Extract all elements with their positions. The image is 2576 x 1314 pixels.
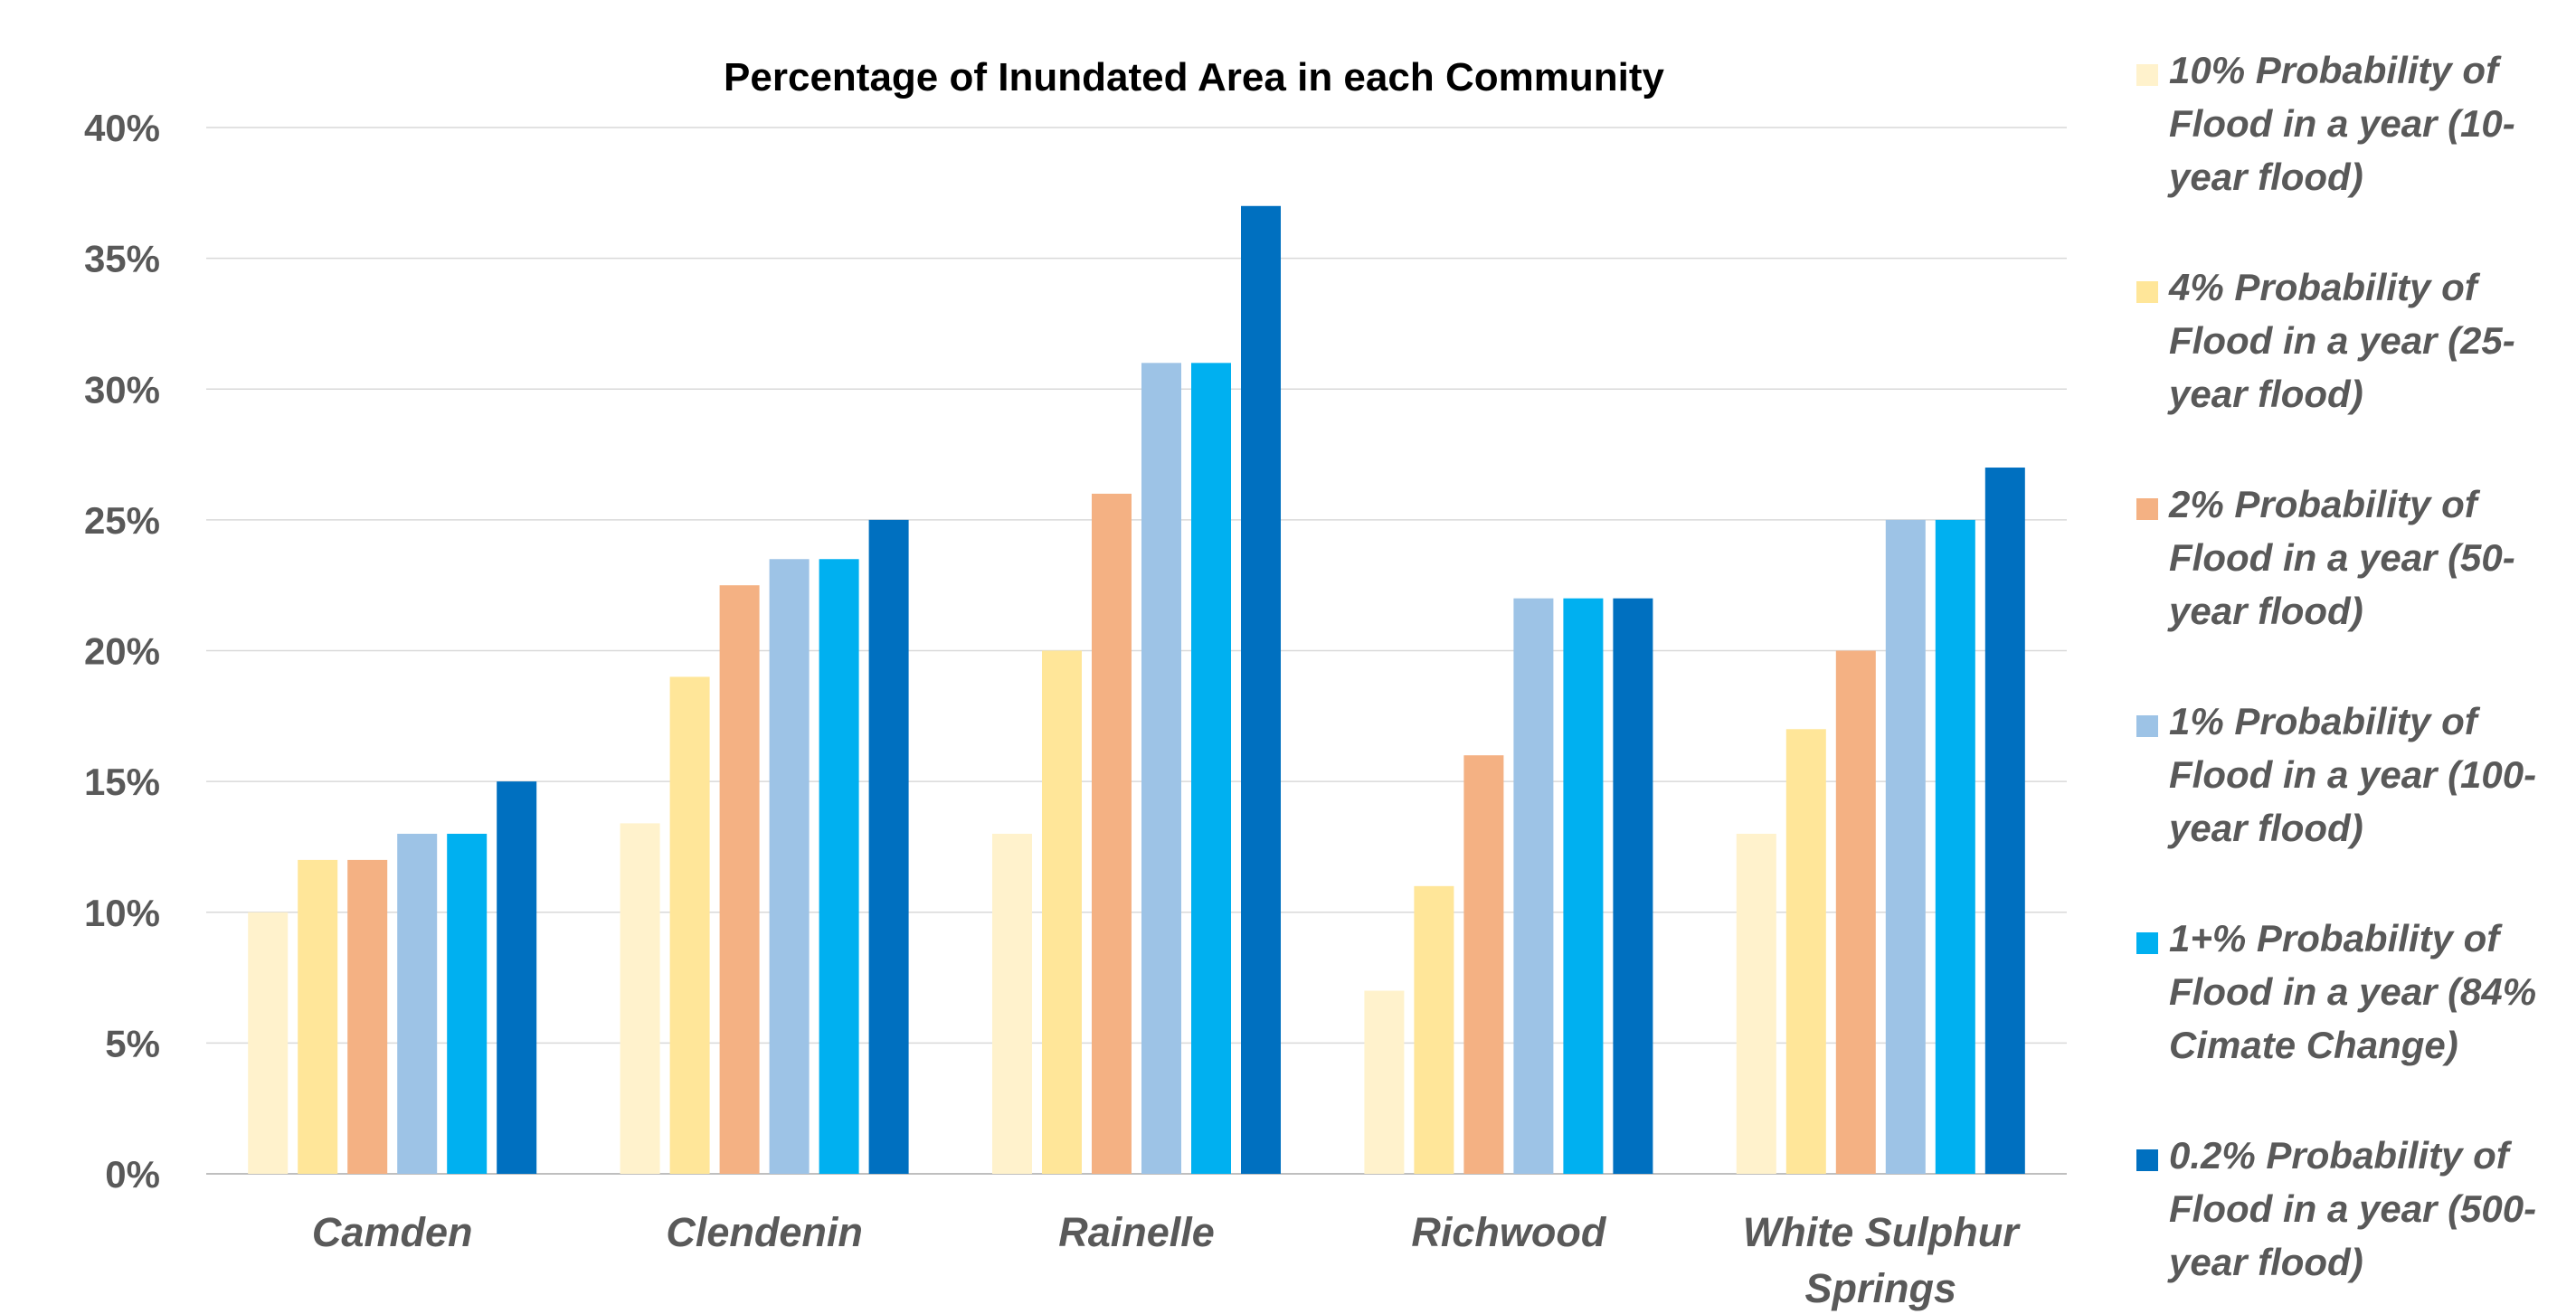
- bar: [298, 859, 338, 1174]
- bar: [719, 585, 760, 1174]
- legend-label: 2% Probability of Flood in a year (50-yea…: [2167, 483, 2515, 632]
- bar: [248, 912, 289, 1174]
- y-tick-label: 20%: [84, 630, 160, 673]
- y-tick-label: 40%: [84, 107, 160, 149]
- bar: [1785, 729, 1826, 1174]
- y-tick-label: 25%: [84, 499, 160, 542]
- legend-label: 4% Probability of Flood in a year (25-yea…: [2167, 266, 2515, 415]
- legend-swatch: [2136, 1149, 2158, 1171]
- legend-swatch: [2136, 715, 2158, 737]
- bar: [1835, 650, 1876, 1174]
- bar: [497, 781, 537, 1174]
- chart-title: Percentage of Inundated Area in each Com…: [724, 55, 1664, 99]
- x-tick-label: Rainelle: [1058, 1209, 1215, 1255]
- bar: [1241, 205, 1281, 1174]
- bar: [1042, 650, 1082, 1174]
- x-tick-label: Richwood: [1411, 1209, 1606, 1255]
- bar: [1141, 363, 1181, 1174]
- bar: [992, 833, 1032, 1174]
- x-tick-label: Camden: [312, 1209, 473, 1255]
- x-tick-label: Clendenin: [666, 1209, 863, 1255]
- legend-swatch: [2136, 281, 2158, 303]
- bar: [1885, 519, 1926, 1174]
- bar: [1092, 493, 1132, 1174]
- bar: [1984, 468, 2025, 1174]
- legend-label: 1+% Probability of Flood in a year (84% Ci…: [2169, 917, 2536, 1066]
- bar: [1563, 598, 1604, 1174]
- bar: [669, 676, 710, 1174]
- bar: [769, 559, 810, 1174]
- y-tick-label: 35%: [84, 238, 160, 280]
- bar: [1463, 755, 1504, 1174]
- bar: [868, 519, 909, 1174]
- y-tick-label: 15%: [84, 761, 160, 803]
- y-tick-label: 30%: [84, 368, 160, 411]
- y-tick-label: 5%: [105, 1022, 160, 1064]
- y-tick-label: 10%: [84, 892, 160, 934]
- legend-label: 0.2% Probability of Flood in a year (500-…: [2167, 1134, 2536, 1283]
- bar: [447, 833, 488, 1174]
- bar: [1935, 519, 1975, 1174]
- bar: [397, 833, 438, 1174]
- legend-label: 10% Probability of Flood in a year (10-ye…: [2167, 49, 2515, 198]
- axes: 0% 5% 10% 15% 20% 25% 30% 35% 40% Camden Clendenin…: [84, 107, 2021, 1311]
- legend: 10% Probability of Flood in a year (10-ye…: [2136, 49, 2536, 1283]
- bar: [1613, 598, 1653, 1174]
- legend-swatch: [2136, 498, 2158, 520]
- bar: [1414, 885, 1454, 1174]
- bar: [819, 559, 859, 1174]
- legend-label: 1% Probability of Flood in a year (100-ye…: [2167, 700, 2536, 849]
- bars: [248, 205, 2025, 1174]
- bar: [1736, 833, 1776, 1174]
- bar: [1191, 363, 1231, 1174]
- bar: [1513, 598, 1554, 1174]
- x-tick-label: White Sulphur Springs: [1743, 1209, 2021, 1311]
- bar: [1364, 990, 1405, 1174]
- y-tick-label: 0%: [105, 1153, 160, 1196]
- legend-swatch: [2136, 932, 2158, 954]
- bar: [347, 859, 388, 1174]
- bar: [620, 823, 660, 1174]
- legend-swatch: [2136, 64, 2158, 86]
